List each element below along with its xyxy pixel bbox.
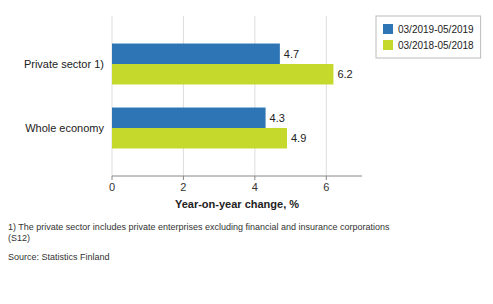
legend-label: 03/2018-05/2018 [398,40,474,51]
x-axis-line [112,176,362,177]
x-tick [254,176,255,180]
data-label: 4.7 [284,48,299,60]
grid-line [112,16,113,176]
grid-line [326,16,327,176]
x-tick-label: 4 [252,181,258,193]
chart: 4.3 4.9 4.7 6.2 Whole economy Private sector … [0,0,493,304]
annotation: Source: Statistics Finland [8,252,110,262]
annotation: 1) The private sector includes private e… [8,222,390,243]
data-label: 4.3 [270,112,285,124]
annotation-line: 1) The private sector includes private e… [8,222,390,232]
legend-swatch [383,40,393,50]
x-tick [112,176,113,180]
bar [112,108,266,128]
x-tick-label: 6 [323,181,329,193]
legend-swatch [383,24,393,34]
bar [112,64,333,84]
annotation-line: (S12) [8,233,30,243]
x-tick [326,176,327,180]
category-label: Whole economy [25,122,104,134]
data-label: 4.9 [291,132,306,144]
legend: 03/2019-05/2019 03/2018-05/2018 [376,16,481,58]
category-label: Private sector 1) [24,58,104,70]
legend-frame [376,16,481,58]
bar [112,44,280,64]
x-tick-label: 0 [109,181,115,193]
grid-line [183,16,184,176]
x-tick-label: 2 [180,181,186,193]
data-label: 6.2 [337,68,352,80]
grid-line [254,16,255,176]
bar [112,128,287,148]
x-axis-label: Year-on-year change, % [175,198,299,210]
x-tick [183,176,184,180]
bars [112,44,333,149]
legend-label: 03/2019-05/2019 [398,24,474,35]
annotation-line: Source: Statistics Finland [8,252,110,262]
